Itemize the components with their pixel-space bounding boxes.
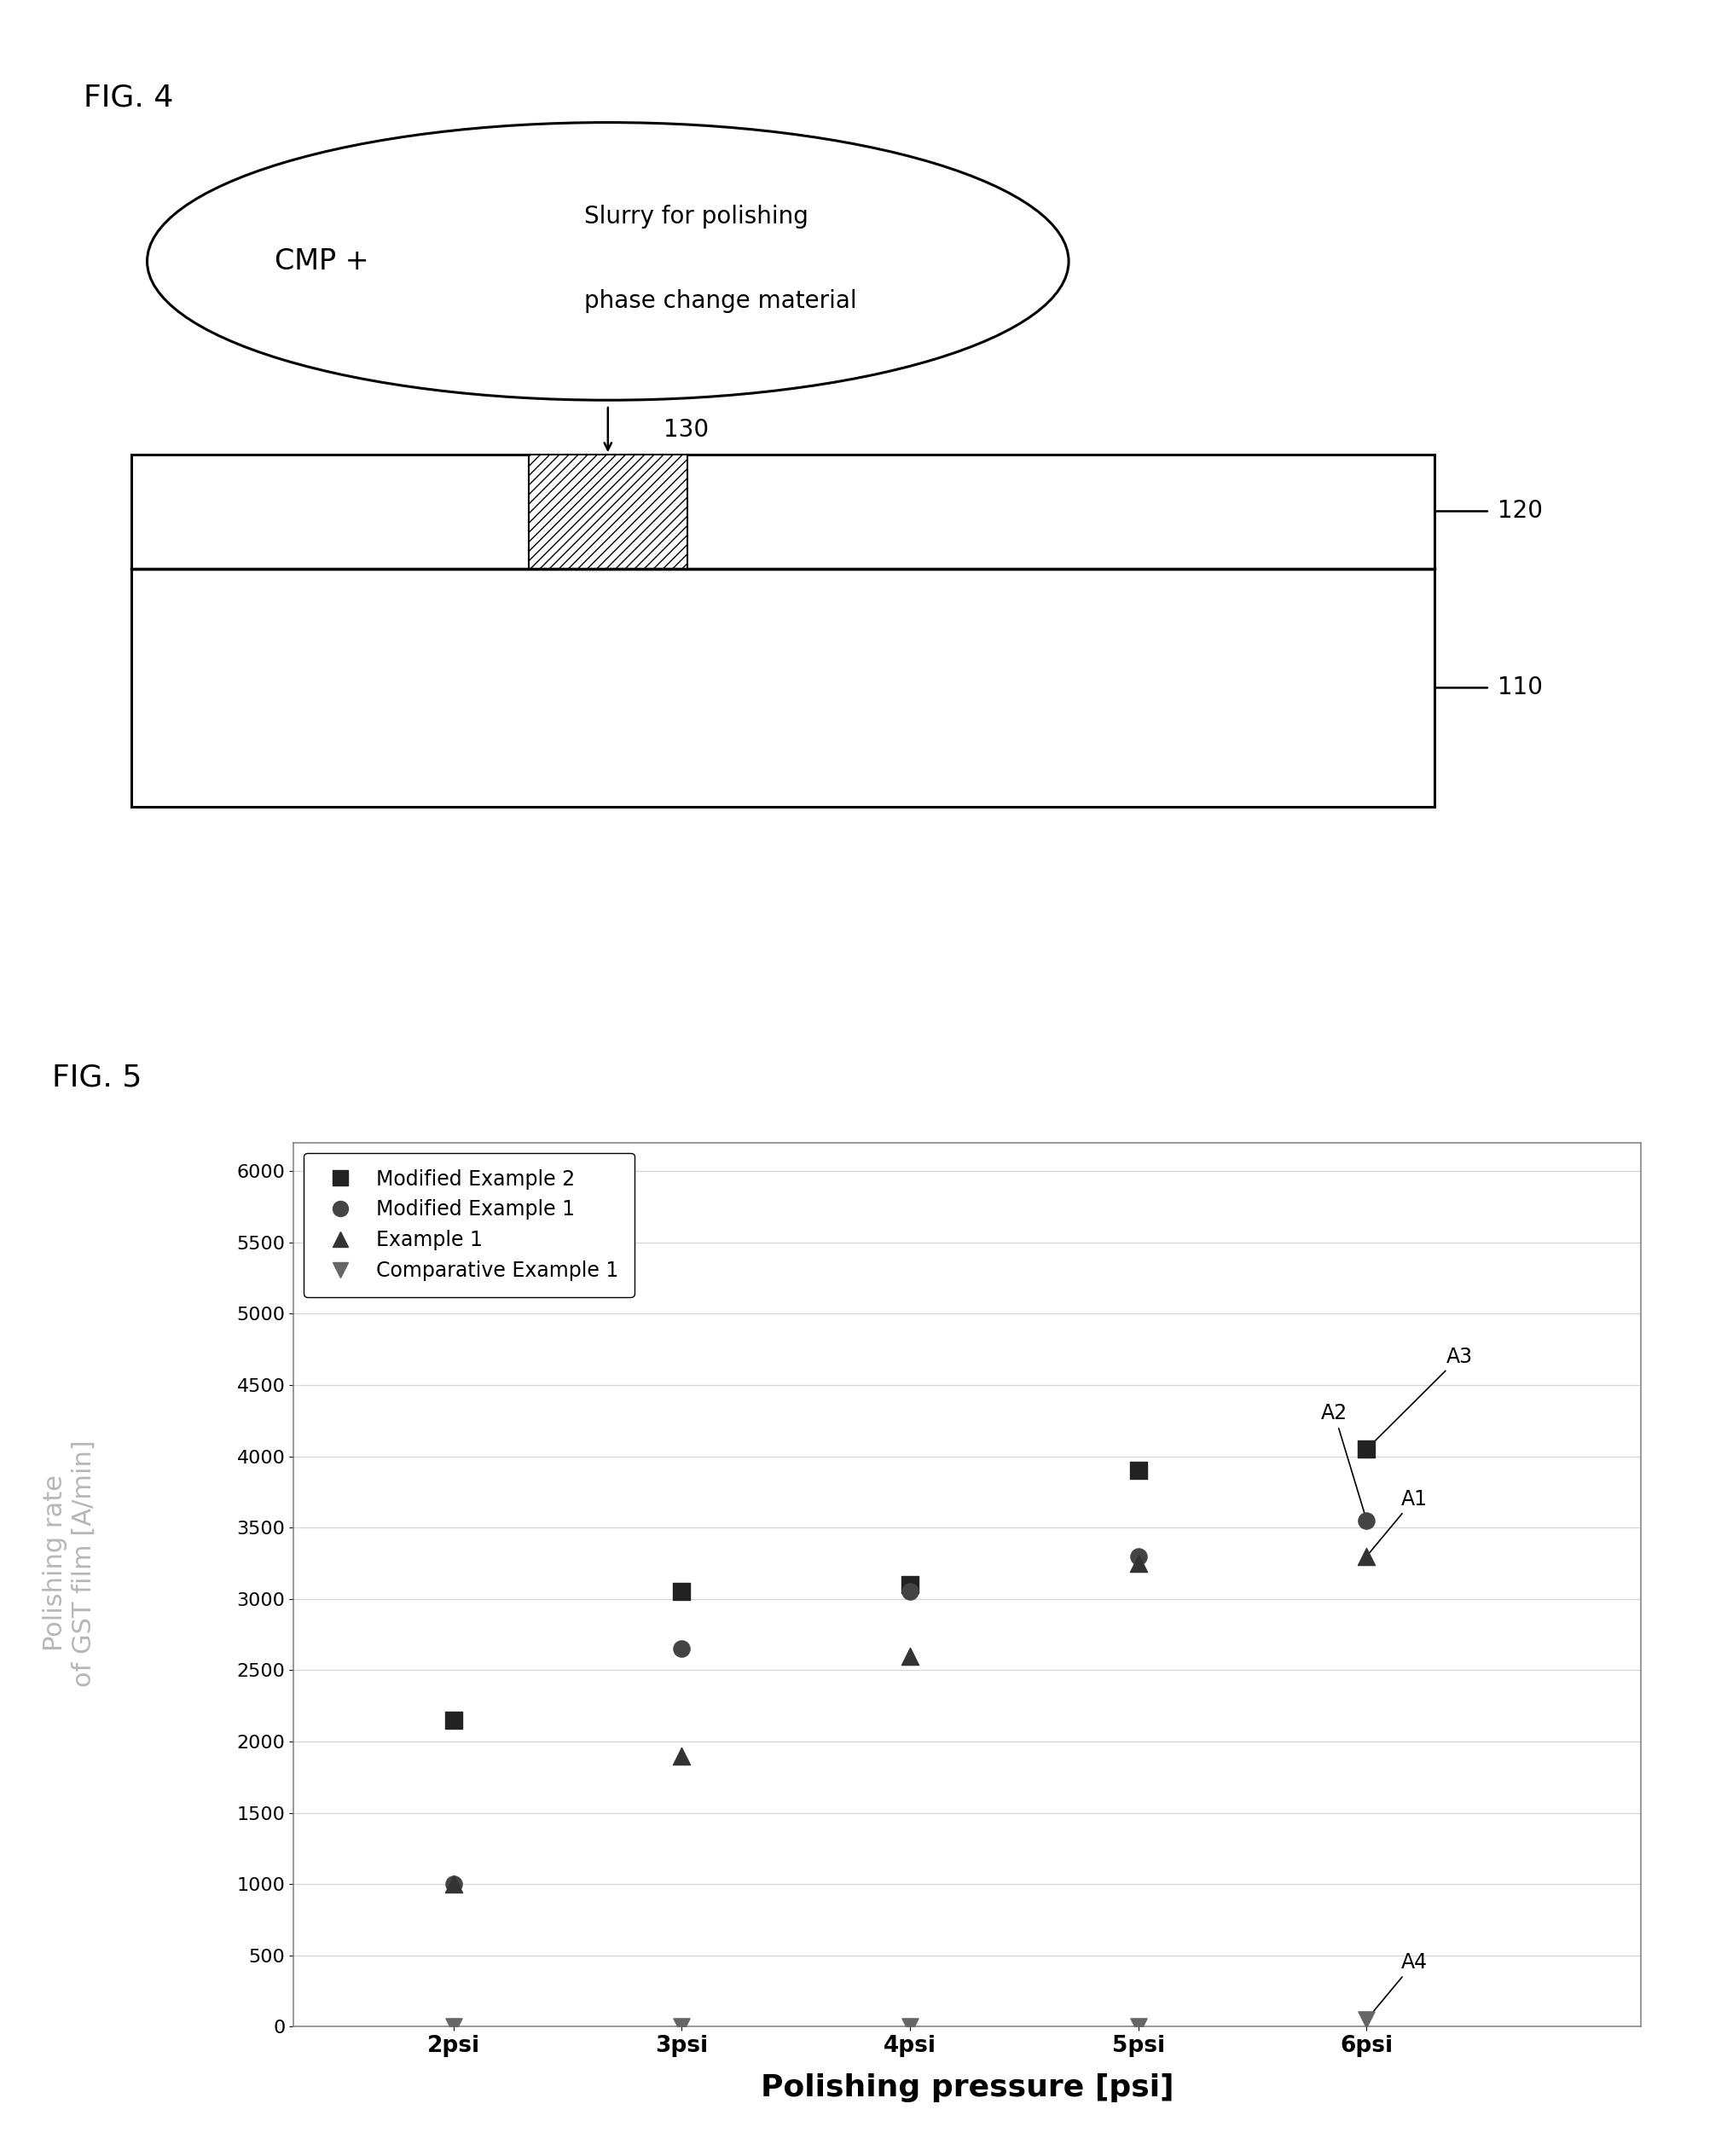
Modified Example 1 bbox=[1352, 1503, 1380, 1537]
Text: CMP +: CMP + bbox=[275, 248, 368, 276]
Text: FIG. 4: FIG. 4 bbox=[83, 82, 173, 112]
Comparative Example 1 bbox=[896, 2009, 924, 2044]
Comparative Example 1 bbox=[668, 2009, 696, 2044]
Modified Example 1 bbox=[440, 1867, 468, 1902]
Modified Example 2 bbox=[440, 1703, 468, 1738]
Text: 130: 130 bbox=[663, 418, 708, 442]
Text: A4: A4 bbox=[1368, 1951, 1428, 2018]
Example 1 bbox=[896, 1639, 924, 1673]
Modified Example 2 bbox=[1124, 1453, 1152, 1488]
Legend: Modified Example 2, Modified Example 1, Example 1, Comparative Example 1: Modified Example 2, Modified Example 1, … bbox=[304, 1153, 636, 1298]
Text: 110: 110 bbox=[1497, 675, 1542, 701]
Example 1 bbox=[440, 1867, 468, 1902]
Modified Example 1 bbox=[1124, 1539, 1152, 1574]
Modified Example 2 bbox=[668, 1574, 696, 1608]
Text: FIG. 5: FIG. 5 bbox=[52, 1063, 142, 1093]
Text: 120: 120 bbox=[1497, 500, 1542, 524]
Modified Example 2 bbox=[1352, 1432, 1380, 1466]
Bar bbox=[528, 455, 687, 569]
Text: A3: A3 bbox=[1368, 1345, 1473, 1447]
Modified Example 1 bbox=[896, 1574, 924, 1608]
X-axis label: Polishing pressure [psi]: Polishing pressure [psi] bbox=[760, 2074, 1174, 2102]
Example 1 bbox=[1124, 1546, 1152, 1580]
Text: A2: A2 bbox=[1321, 1404, 1366, 1518]
Bar bbox=[131, 569, 1433, 806]
Text: phase change material: phase change material bbox=[584, 289, 857, 313]
Bar bbox=[131, 455, 1433, 569]
Example 1 bbox=[1352, 1539, 1380, 1574]
Text: A1: A1 bbox=[1368, 1490, 1427, 1554]
Modified Example 1 bbox=[668, 1632, 696, 1667]
Example 1 bbox=[668, 1738, 696, 1772]
Comparative Example 1 bbox=[1124, 2009, 1152, 2044]
Comparative Example 1 bbox=[1352, 2003, 1380, 2037]
Text: Slurry for polishing: Slurry for polishing bbox=[584, 205, 808, 229]
Text: Polishing rate
of GST film [A/min]: Polishing rate of GST film [A/min] bbox=[43, 1440, 95, 1686]
Modified Example 2 bbox=[896, 1567, 924, 1602]
Comparative Example 1 bbox=[440, 2009, 468, 2044]
